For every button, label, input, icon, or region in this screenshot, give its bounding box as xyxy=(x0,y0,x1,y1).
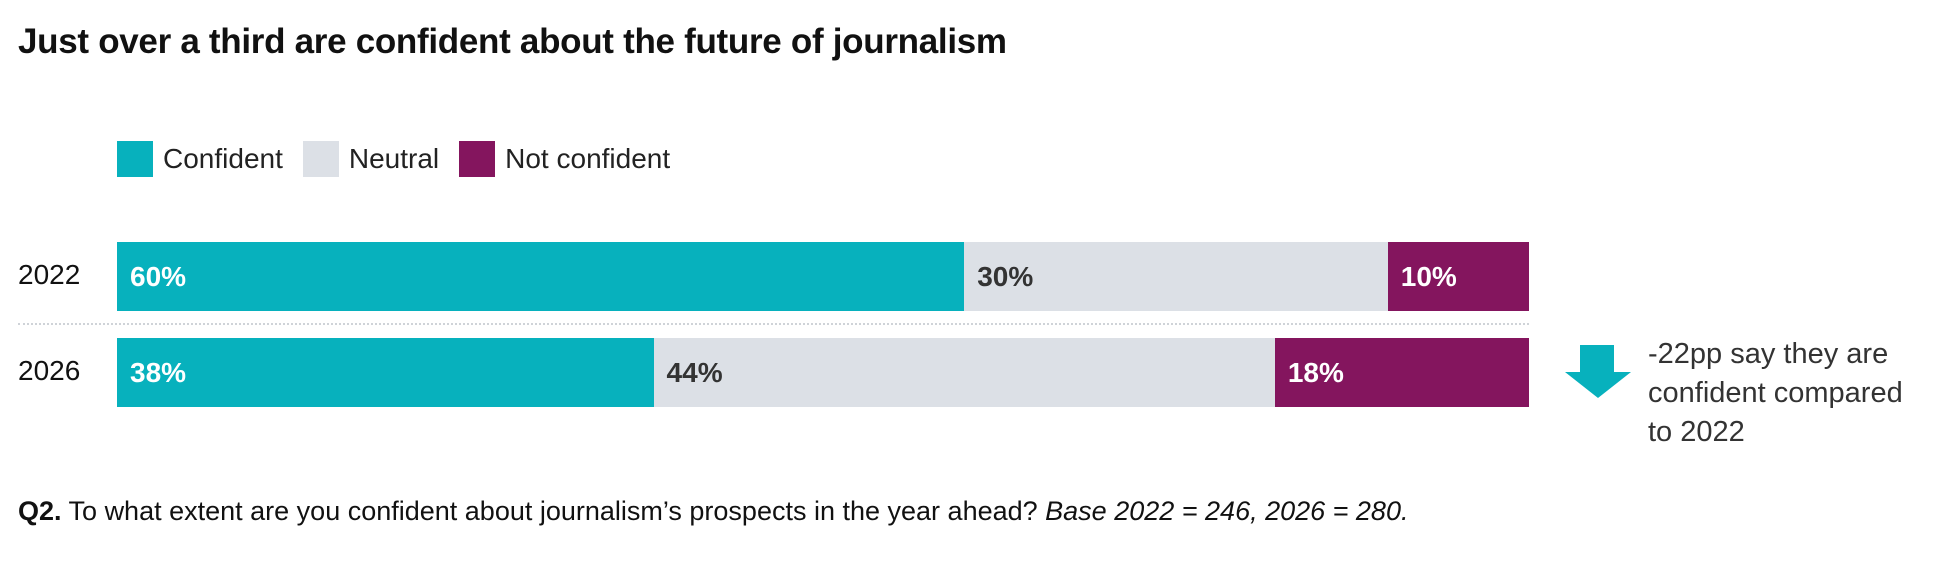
data-label: 30% xyxy=(977,260,1034,292)
footnote: Q2. To what extent are you confident abo… xyxy=(18,496,1408,527)
bar-segment-neutral: 30% xyxy=(964,242,1388,311)
data-label: 18% xyxy=(1287,356,1344,388)
annotation-line: -22pp say they are xyxy=(1648,338,1889,370)
bar-segment-confident: 60% xyxy=(117,242,965,311)
annotation-line: confident compared xyxy=(1648,377,1903,409)
legend-item: Neutral xyxy=(302,141,440,177)
legend-label: Not confident xyxy=(505,143,671,174)
change-annotation: -22pp say they are confident compared to… xyxy=(1648,335,1958,452)
data-label: 38% xyxy=(130,356,187,388)
bar-segment-neutral: 44% xyxy=(653,338,1275,407)
chart-title: Just over a third are confident about th… xyxy=(18,22,1007,61)
legend-label: Confident xyxy=(163,143,283,174)
legend-swatch xyxy=(117,141,153,177)
annotation-line: to 2022 xyxy=(1648,416,1745,448)
question-number: Q2. xyxy=(18,496,62,526)
data-label: 10% xyxy=(1400,260,1457,292)
bar-segment-not-confident: 18% xyxy=(1274,338,1529,407)
question-text: To what extent are you confident about j… xyxy=(61,496,1046,526)
legend: Confident Neutral Not confident xyxy=(117,141,690,177)
arrow-down-icon xyxy=(1565,345,1631,398)
bar-2026: 38% 44% 18% xyxy=(117,338,1529,407)
legend-item: Not confident xyxy=(459,141,670,177)
year-label: 2026 xyxy=(18,355,81,386)
row-divider xyxy=(18,323,1529,325)
bar-segment-not-confident: 10% xyxy=(1387,242,1529,311)
legend-swatch xyxy=(459,141,496,177)
bar-segment-confident: 38% xyxy=(117,338,654,407)
bar-2022: 60% 30% 10% xyxy=(117,242,1529,311)
legend-item: Confident xyxy=(117,141,283,177)
data-label: 44% xyxy=(666,356,723,388)
base-text: Base 2022 = 246, 2026 = 280. xyxy=(1045,496,1409,526)
year-label: 2022 xyxy=(18,259,81,290)
legend-swatch xyxy=(302,141,339,177)
legend-label: Neutral xyxy=(348,143,440,174)
data-label: 60% xyxy=(130,260,187,292)
